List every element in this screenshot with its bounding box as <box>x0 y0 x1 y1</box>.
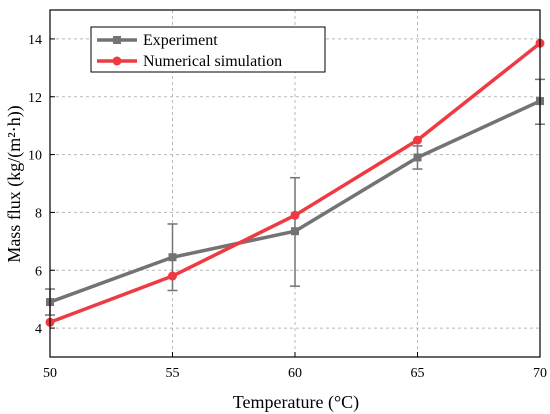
y-tick-label: 10 <box>28 149 42 164</box>
data-point <box>291 227 299 236</box>
y-tick-label: 4 <box>35 322 42 337</box>
legend-item-1: Experiment <box>97 32 218 49</box>
x-tick-label: 70 <box>533 366 547 381</box>
x-axis-label: Temperature (°C) <box>233 392 359 413</box>
x-tick-label: 60 <box>288 366 302 381</box>
legend-marker <box>112 56 122 66</box>
data-point <box>413 135 422 145</box>
x-tick-label: 55 <box>166 366 180 381</box>
y-axis-label: Mass flux (kg/(m²·h)) <box>4 105 25 262</box>
series-layer <box>45 38 545 327</box>
data-point <box>413 153 422 162</box>
y-tick-label: 6 <box>35 264 42 279</box>
axis-ticks: 50 55 60 65 70 4 6 8 10 12 14 <box>28 33 547 381</box>
legend-item-2: Numerical simulation <box>97 53 282 70</box>
y-tick-label: 12 <box>28 91 42 106</box>
data-point <box>168 271 177 281</box>
y-tick-label: 14 <box>28 33 42 48</box>
legend-label: Experiment <box>143 32 218 49</box>
legend-label: Numerical simulation <box>143 53 282 70</box>
grid-lines <box>50 10 540 357</box>
x-tick-label: 50 <box>43 366 57 381</box>
legend-marker <box>113 36 121 44</box>
series-1 <box>45 78 545 316</box>
data-point <box>290 210 300 220</box>
data-point <box>168 253 177 262</box>
x-tick-label: 65 <box>411 366 425 381</box>
legend: Experiment Numerical simulation <box>90 26 326 73</box>
y-tick-label: 8 <box>35 206 42 221</box>
legend-box <box>90 26 326 73</box>
